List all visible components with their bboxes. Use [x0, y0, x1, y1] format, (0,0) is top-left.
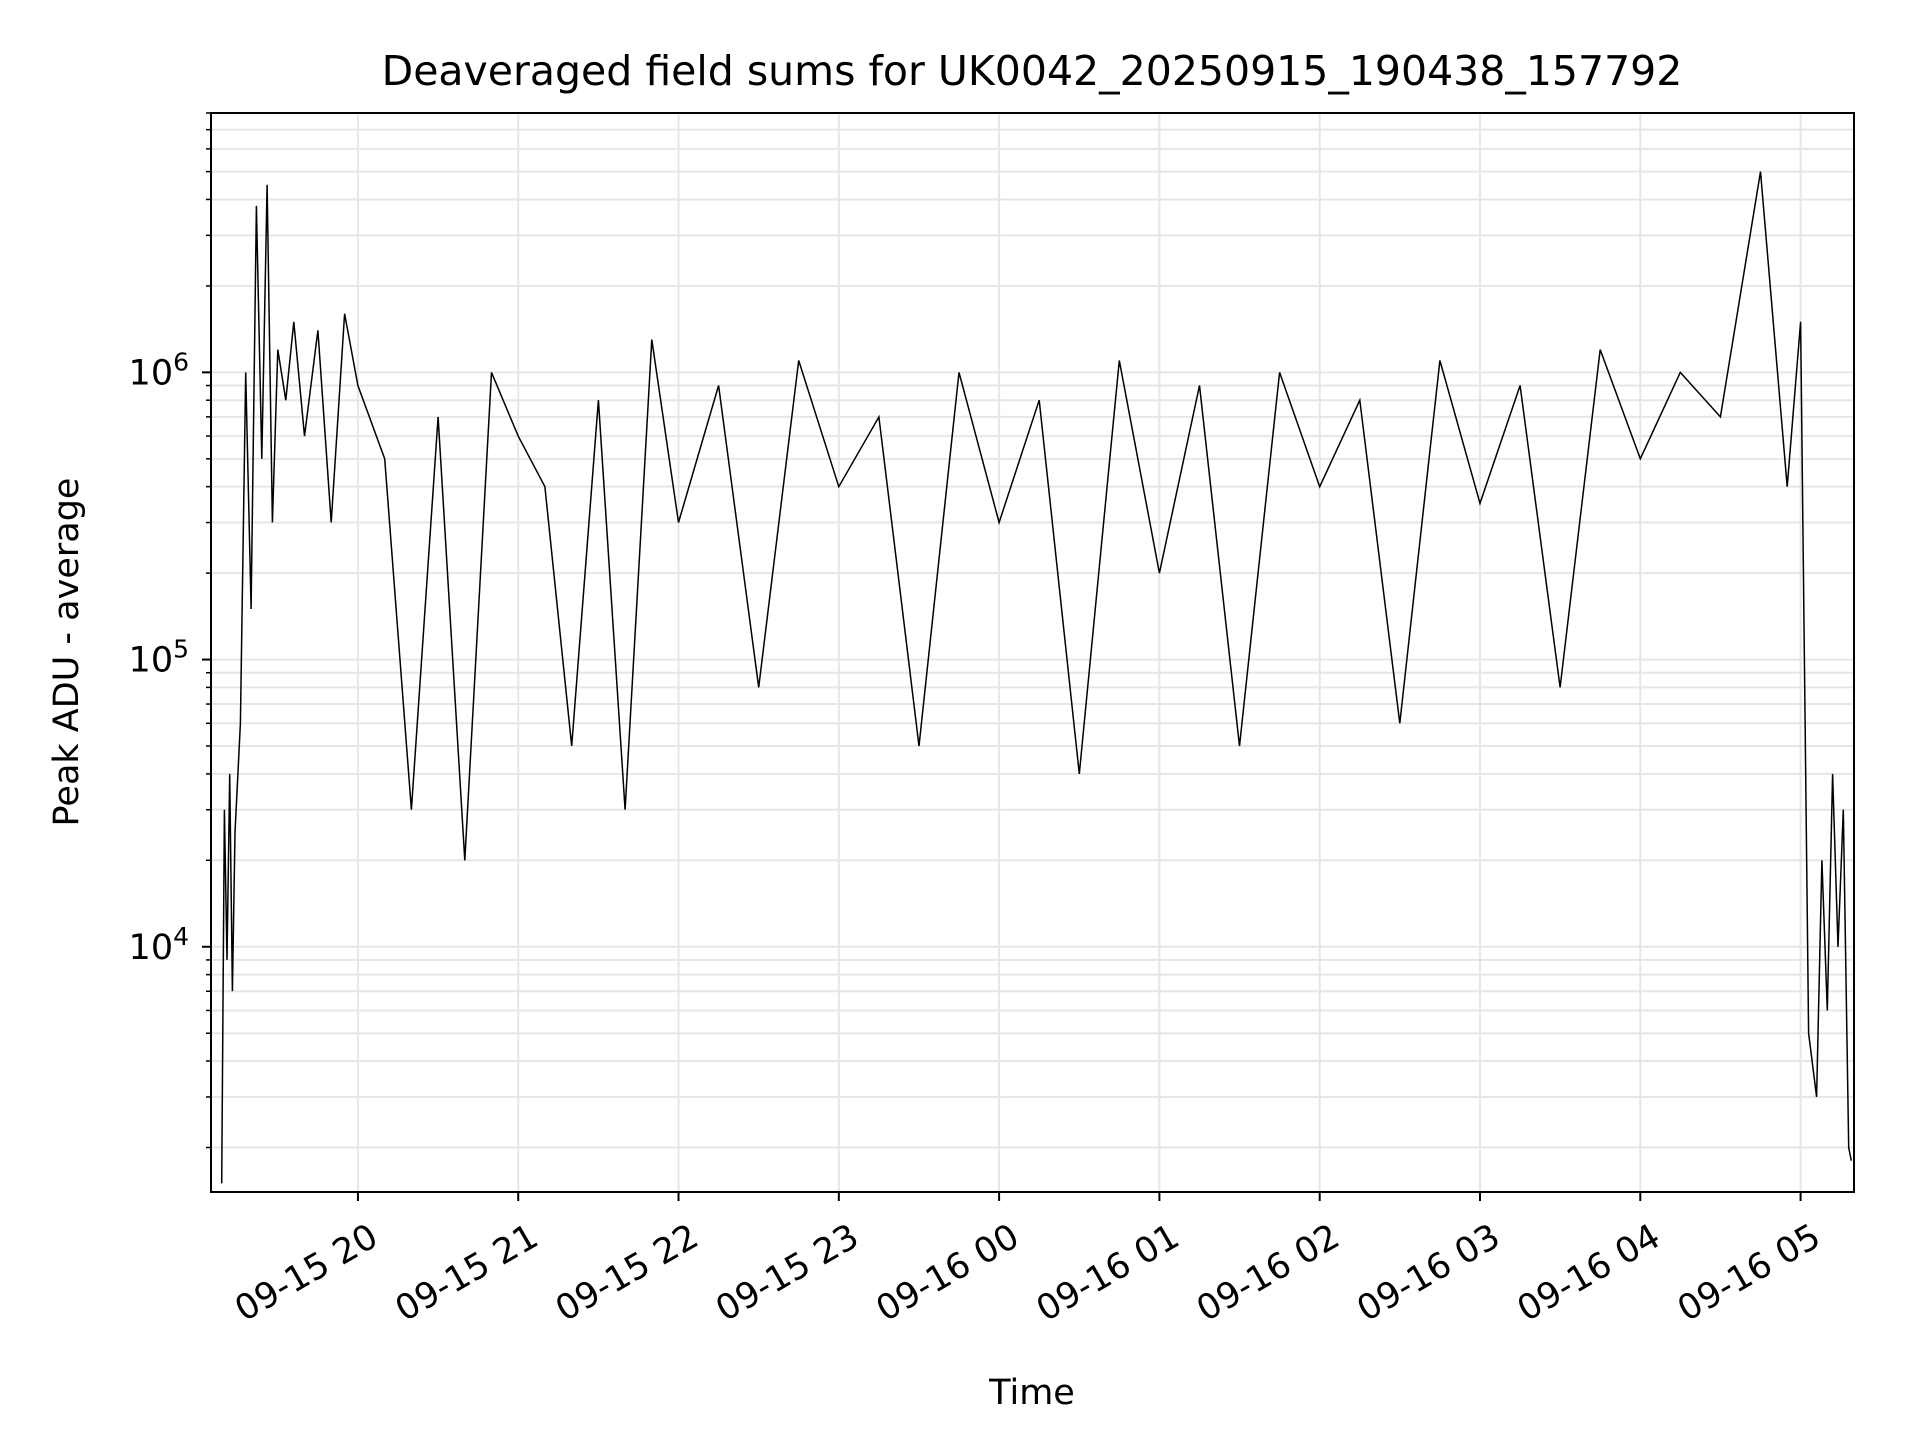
y-axis-label: Peak ADU - average [47, 478, 87, 827]
grid-lines [211, 112, 1854, 1192]
series-line [220, 171, 1853, 1184]
plot-frame [210, 112, 1855, 1193]
plot-area [220, 171, 1853, 1184]
y-tick-label: 105 [129, 635, 189, 681]
y-tick-label: 104 [129, 922, 189, 968]
y-tick-label: 106 [129, 347, 189, 393]
chart-title: Deaveraged field sums for UK0042_2025091… [382, 47, 1683, 95]
x-axis-label: Time [988, 1373, 1075, 1413]
